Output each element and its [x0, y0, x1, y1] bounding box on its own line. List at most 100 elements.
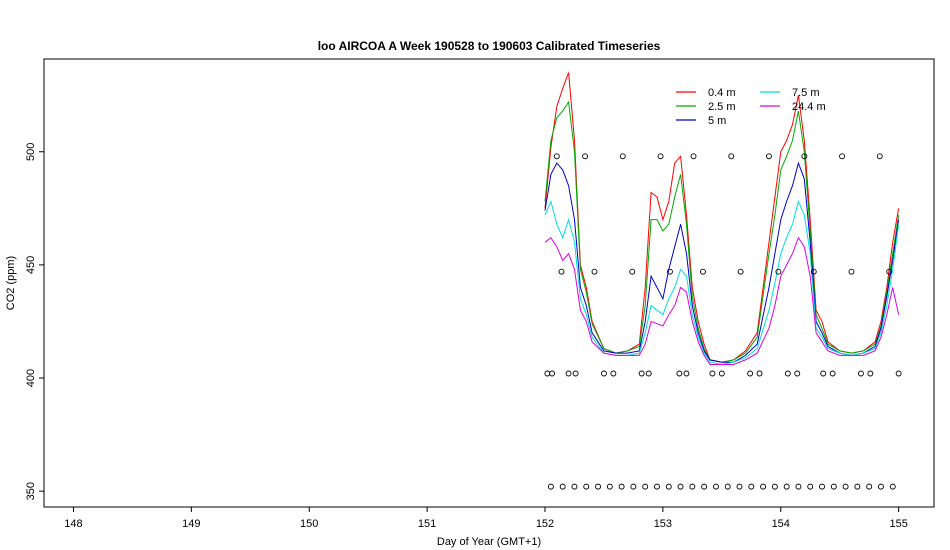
- data-point: [794, 370, 801, 377]
- data-point: [848, 268, 855, 275]
- x-tick-label: 148: [64, 518, 82, 530]
- x-axis: 148 149 150 151 152 153 154 155: [64, 507, 908, 530]
- data-point: [630, 483, 637, 490]
- data-point: [610, 370, 617, 377]
- data-point: [886, 268, 893, 275]
- data-point: [645, 370, 652, 377]
- data-point: [559, 483, 566, 490]
- data-point: [571, 483, 578, 490]
- legend-label: 0.4 m: [708, 87, 736, 99]
- data-point: [820, 370, 827, 377]
- legend-label: 7.5 m: [792, 87, 820, 99]
- data-point: [756, 370, 763, 377]
- data-point: [665, 483, 672, 490]
- data-point: [842, 483, 849, 490]
- data-point: [736, 483, 743, 490]
- data-point: [854, 483, 861, 490]
- y-tick-label: 350: [25, 482, 37, 500]
- data-point: [618, 483, 625, 490]
- series-line: [544, 100, 900, 363]
- data-point: [666, 268, 673, 275]
- series-line: [544, 161, 900, 363]
- data-point: [553, 153, 560, 160]
- data-point: [558, 268, 565, 275]
- y-axis: 350 400 450 500: [25, 143, 44, 500]
- data-point: [889, 483, 896, 490]
- data-point: [867, 370, 874, 377]
- data-point: [689, 483, 696, 490]
- data-point: [829, 370, 836, 377]
- y-tick-label: 400: [25, 369, 37, 387]
- data-point: [606, 483, 613, 490]
- data-point: [771, 483, 778, 490]
- data-point: [807, 483, 814, 490]
- data-point: [642, 483, 649, 490]
- data-point: [690, 153, 697, 160]
- data-point: [709, 370, 716, 377]
- series-line: [544, 199, 900, 366]
- series-4: [544, 236, 900, 365]
- series-5: [544, 153, 902, 377]
- series-6: [547, 483, 896, 490]
- data-point: [783, 483, 790, 490]
- x-axis-label: Day of Year (GMT+1): [437, 536, 541, 548]
- series-2: [544, 161, 900, 363]
- data-point: [819, 483, 825, 490]
- series-line: [544, 236, 900, 365]
- data-point: [728, 153, 735, 160]
- series-3: [544, 199, 900, 366]
- plot-frame: [43, 58, 935, 508]
- data-point: [878, 483, 884, 490]
- data-point: [839, 153, 846, 160]
- data-point: [701, 483, 708, 490]
- data-point: [748, 483, 755, 490]
- y-tick-label: 500: [25, 143, 37, 161]
- data-point: [619, 153, 626, 160]
- data-point: [737, 268, 744, 275]
- x-tick-label: 153: [654, 518, 672, 530]
- data-point: [795, 483, 802, 490]
- data-point: [657, 153, 664, 160]
- legend-label: 2.5 m: [708, 101, 736, 113]
- data-point: [654, 483, 660, 490]
- x-tick-label: 150: [300, 518, 318, 530]
- data-point: [591, 268, 598, 275]
- data-point: [572, 370, 579, 377]
- data-point: [547, 483, 554, 490]
- data-point: [700, 268, 706, 275]
- data-point: [549, 370, 556, 377]
- data-point: [718, 370, 725, 377]
- data-point: [895, 370, 902, 377]
- data-point: [784, 370, 791, 377]
- data-point: [866, 483, 873, 490]
- x-tick-label: 151: [418, 518, 436, 530]
- data-point: [582, 153, 589, 160]
- data-point: [600, 370, 607, 377]
- legend: 0.4 m 2.5 m 5 m 7.5 m 24.4 m: [676, 87, 826, 127]
- data-point: [810, 268, 817, 275]
- data-point: [766, 153, 772, 160]
- data-point: [638, 370, 645, 377]
- data-point: [629, 268, 636, 275]
- chart-title: loo AIRCOA A Week 190528 to 190603 Calib…: [318, 39, 661, 53]
- x-tick-label: 152: [536, 518, 554, 530]
- data-point: [830, 483, 837, 490]
- series-1: [544, 100, 900, 363]
- series-layer: [544, 72, 902, 490]
- data-point: [683, 370, 690, 377]
- x-tick-label: 154: [772, 518, 790, 530]
- data-point: [724, 483, 731, 490]
- y-tick-label: 450: [25, 256, 37, 274]
- data-point: [775, 268, 782, 275]
- data-point: [857, 370, 864, 377]
- data-point: [595, 483, 601, 490]
- legend-label: 5 m: [708, 115, 726, 127]
- data-point: [565, 370, 572, 377]
- data-point: [676, 370, 683, 377]
- y-axis-label: CO2 (ppm): [5, 256, 17, 310]
- data-point: [801, 153, 808, 160]
- x-tick-label: 149: [182, 518, 200, 530]
- data-point: [760, 483, 767, 490]
